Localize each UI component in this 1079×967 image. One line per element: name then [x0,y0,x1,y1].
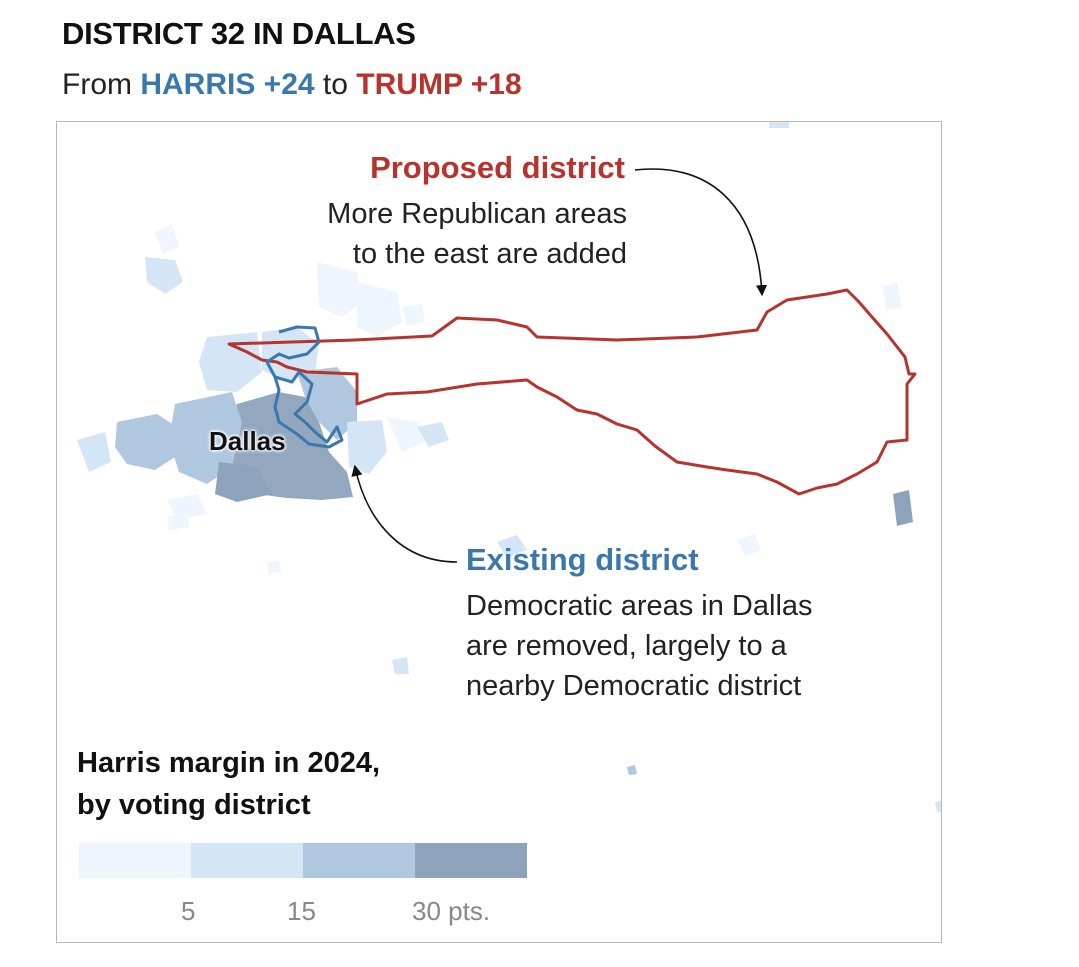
existing-district-outline [265,325,344,449]
proposed-district-title: Proposed district [370,150,625,185]
subtitle-trump: TRUMP +18 [356,68,522,101]
subtitle-to: to [322,68,348,101]
legend-swatch-1 [79,843,191,878]
map-frame: Dallas Proposed district More Republican… [56,121,942,943]
chart-title: DISTRICT 32 IN DALLAS [62,16,416,51]
existing-district-desc: Democratic areas in Dallas are removed, … [466,586,906,706]
proposed-district-outline [227,288,917,496]
legend-title-line: by voting district [77,789,311,821]
legend-tick-15: 15 [287,896,316,926]
legend-tick-30: 30 pts. [412,896,491,926]
legend-swatch-2 [191,843,303,878]
legend-title-line: Harris margin in 2024, [77,747,381,779]
legend-color-bar [79,843,527,878]
proposed-desc-line: to the east are added [352,238,627,270]
existing-district-title: Existing district [466,542,699,577]
subtitle-harris: HARRIS +24 [140,68,315,101]
subtitle-from: From [62,68,132,101]
existing-desc-line: are removed, largely to a [466,630,787,662]
proposed-district-desc: More Republican areas to the east are ad… [247,194,627,274]
map-canvas [77,122,941,812]
legend-title: Harris margin in 2024, by voting distric… [77,742,497,826]
legend-swatch-3 [303,843,415,878]
city-label-dallas: Dallas [209,426,286,456]
proposed-desc-line: More Republican areas [327,198,627,230]
chart-subtitle: From HARRIS +24 to TRUMP +18 [62,68,522,102]
proposed-arrow [634,168,768,297]
existing-arrow [351,464,458,563]
legend-tick-5: 5 [181,896,196,926]
existing-desc-line: Democratic areas in Dallas [466,590,813,622]
legend-swatch-4 [415,843,527,878]
existing-desc-line: nearby Democratic district [466,670,802,702]
